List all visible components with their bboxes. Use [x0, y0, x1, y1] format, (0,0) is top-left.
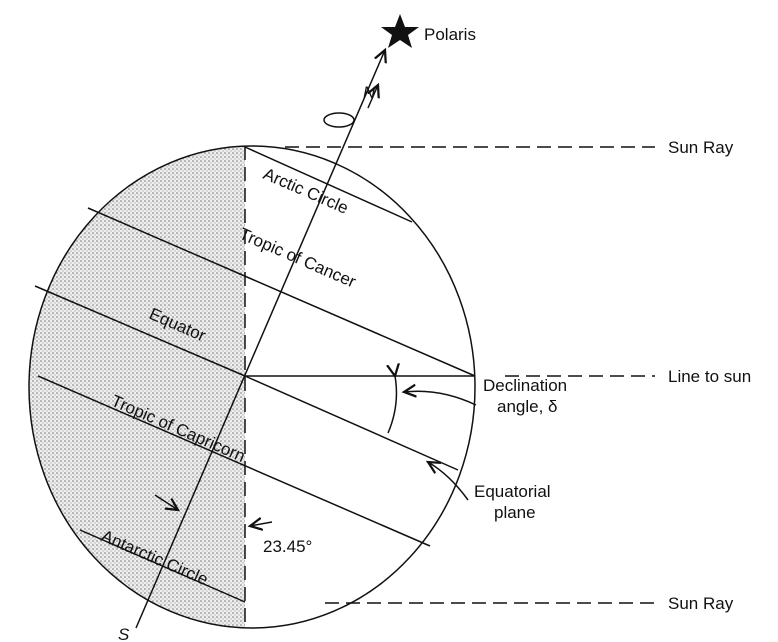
label: N — [363, 83, 376, 102]
pointer — [250, 522, 272, 526]
label: 23.45° — [263, 537, 312, 556]
polaris-star — [381, 14, 419, 48]
diagram: Polaris N S Sun Ray Line to sun Sun Ray … — [0, 0, 778, 642]
label: Sun Ray — [668, 594, 734, 613]
label: Sun Ray — [668, 138, 734, 157]
declination-arc — [388, 376, 396, 433]
label: S — [118, 625, 130, 642]
pointer — [404, 391, 476, 405]
label: Arctic Circle — [260, 164, 351, 218]
label: Tropic of Cancer — [236, 224, 359, 291]
label: Line to sun — [668, 367, 751, 386]
rotation-symbol — [324, 113, 354, 127]
label: Polaris — [424, 25, 476, 44]
